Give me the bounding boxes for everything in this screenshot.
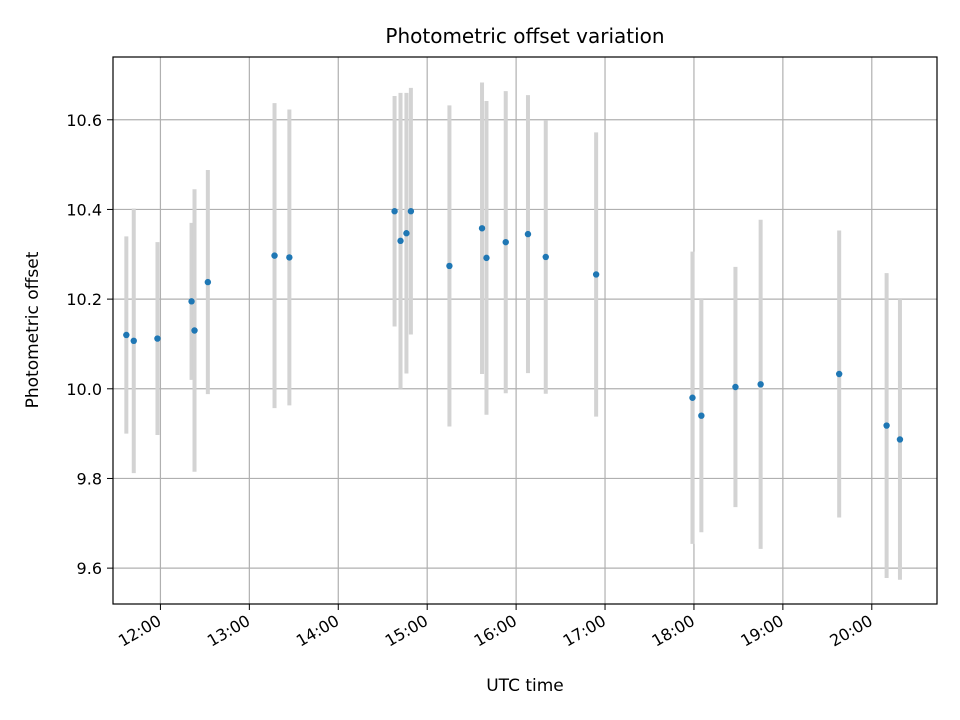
data-point [483, 254, 490, 262]
y-tick-label: 9.8 [77, 469, 102, 488]
data-point [407, 208, 415, 215]
data-point [403, 230, 410, 237]
data-point [524, 230, 532, 238]
data-point [130, 337, 137, 345]
data-point [397, 237, 404, 245]
y-axis: 9.6 9.8 10.0 10.2 10.4 10.6 [66, 111, 113, 578]
data-point [896, 436, 904, 443]
data-point [835, 370, 843, 378]
data-point [391, 208, 398, 215]
data-point [698, 412, 705, 419]
data-point [191, 327, 198, 334]
data-point [732, 383, 739, 391]
data-points [123, 208, 904, 443]
data-point [154, 335, 161, 342]
data-point [689, 394, 696, 401]
data-point [502, 238, 509, 246]
y-tick-label: 10.0 [66, 380, 102, 399]
data-point [883, 422, 890, 429]
data-point [757, 381, 764, 388]
data-point [204, 278, 212, 286]
x-axis-label: UTC time [486, 676, 564, 696]
data-point [478, 225, 486, 232]
data-point [123, 331, 130, 339]
grid [113, 57, 937, 604]
y-tick-label: 10.4 [66, 200, 102, 219]
data-point [542, 253, 549, 261]
data-point [592, 271, 600, 278]
data-point [446, 262, 453, 270]
plot-frame [112, 56, 938, 605]
y-tick-label: 10.2 [66, 290, 102, 309]
data-point [271, 252, 278, 259]
y-tick-label: 10.6 [66, 111, 102, 130]
data-point [188, 298, 195, 305]
data-point [286, 254, 293, 261]
y-axis-label: Photometric offset [23, 251, 43, 408]
chart-title: Photometric offset variation [385, 24, 664, 48]
y-tick-label: 9.6 [77, 559, 102, 578]
